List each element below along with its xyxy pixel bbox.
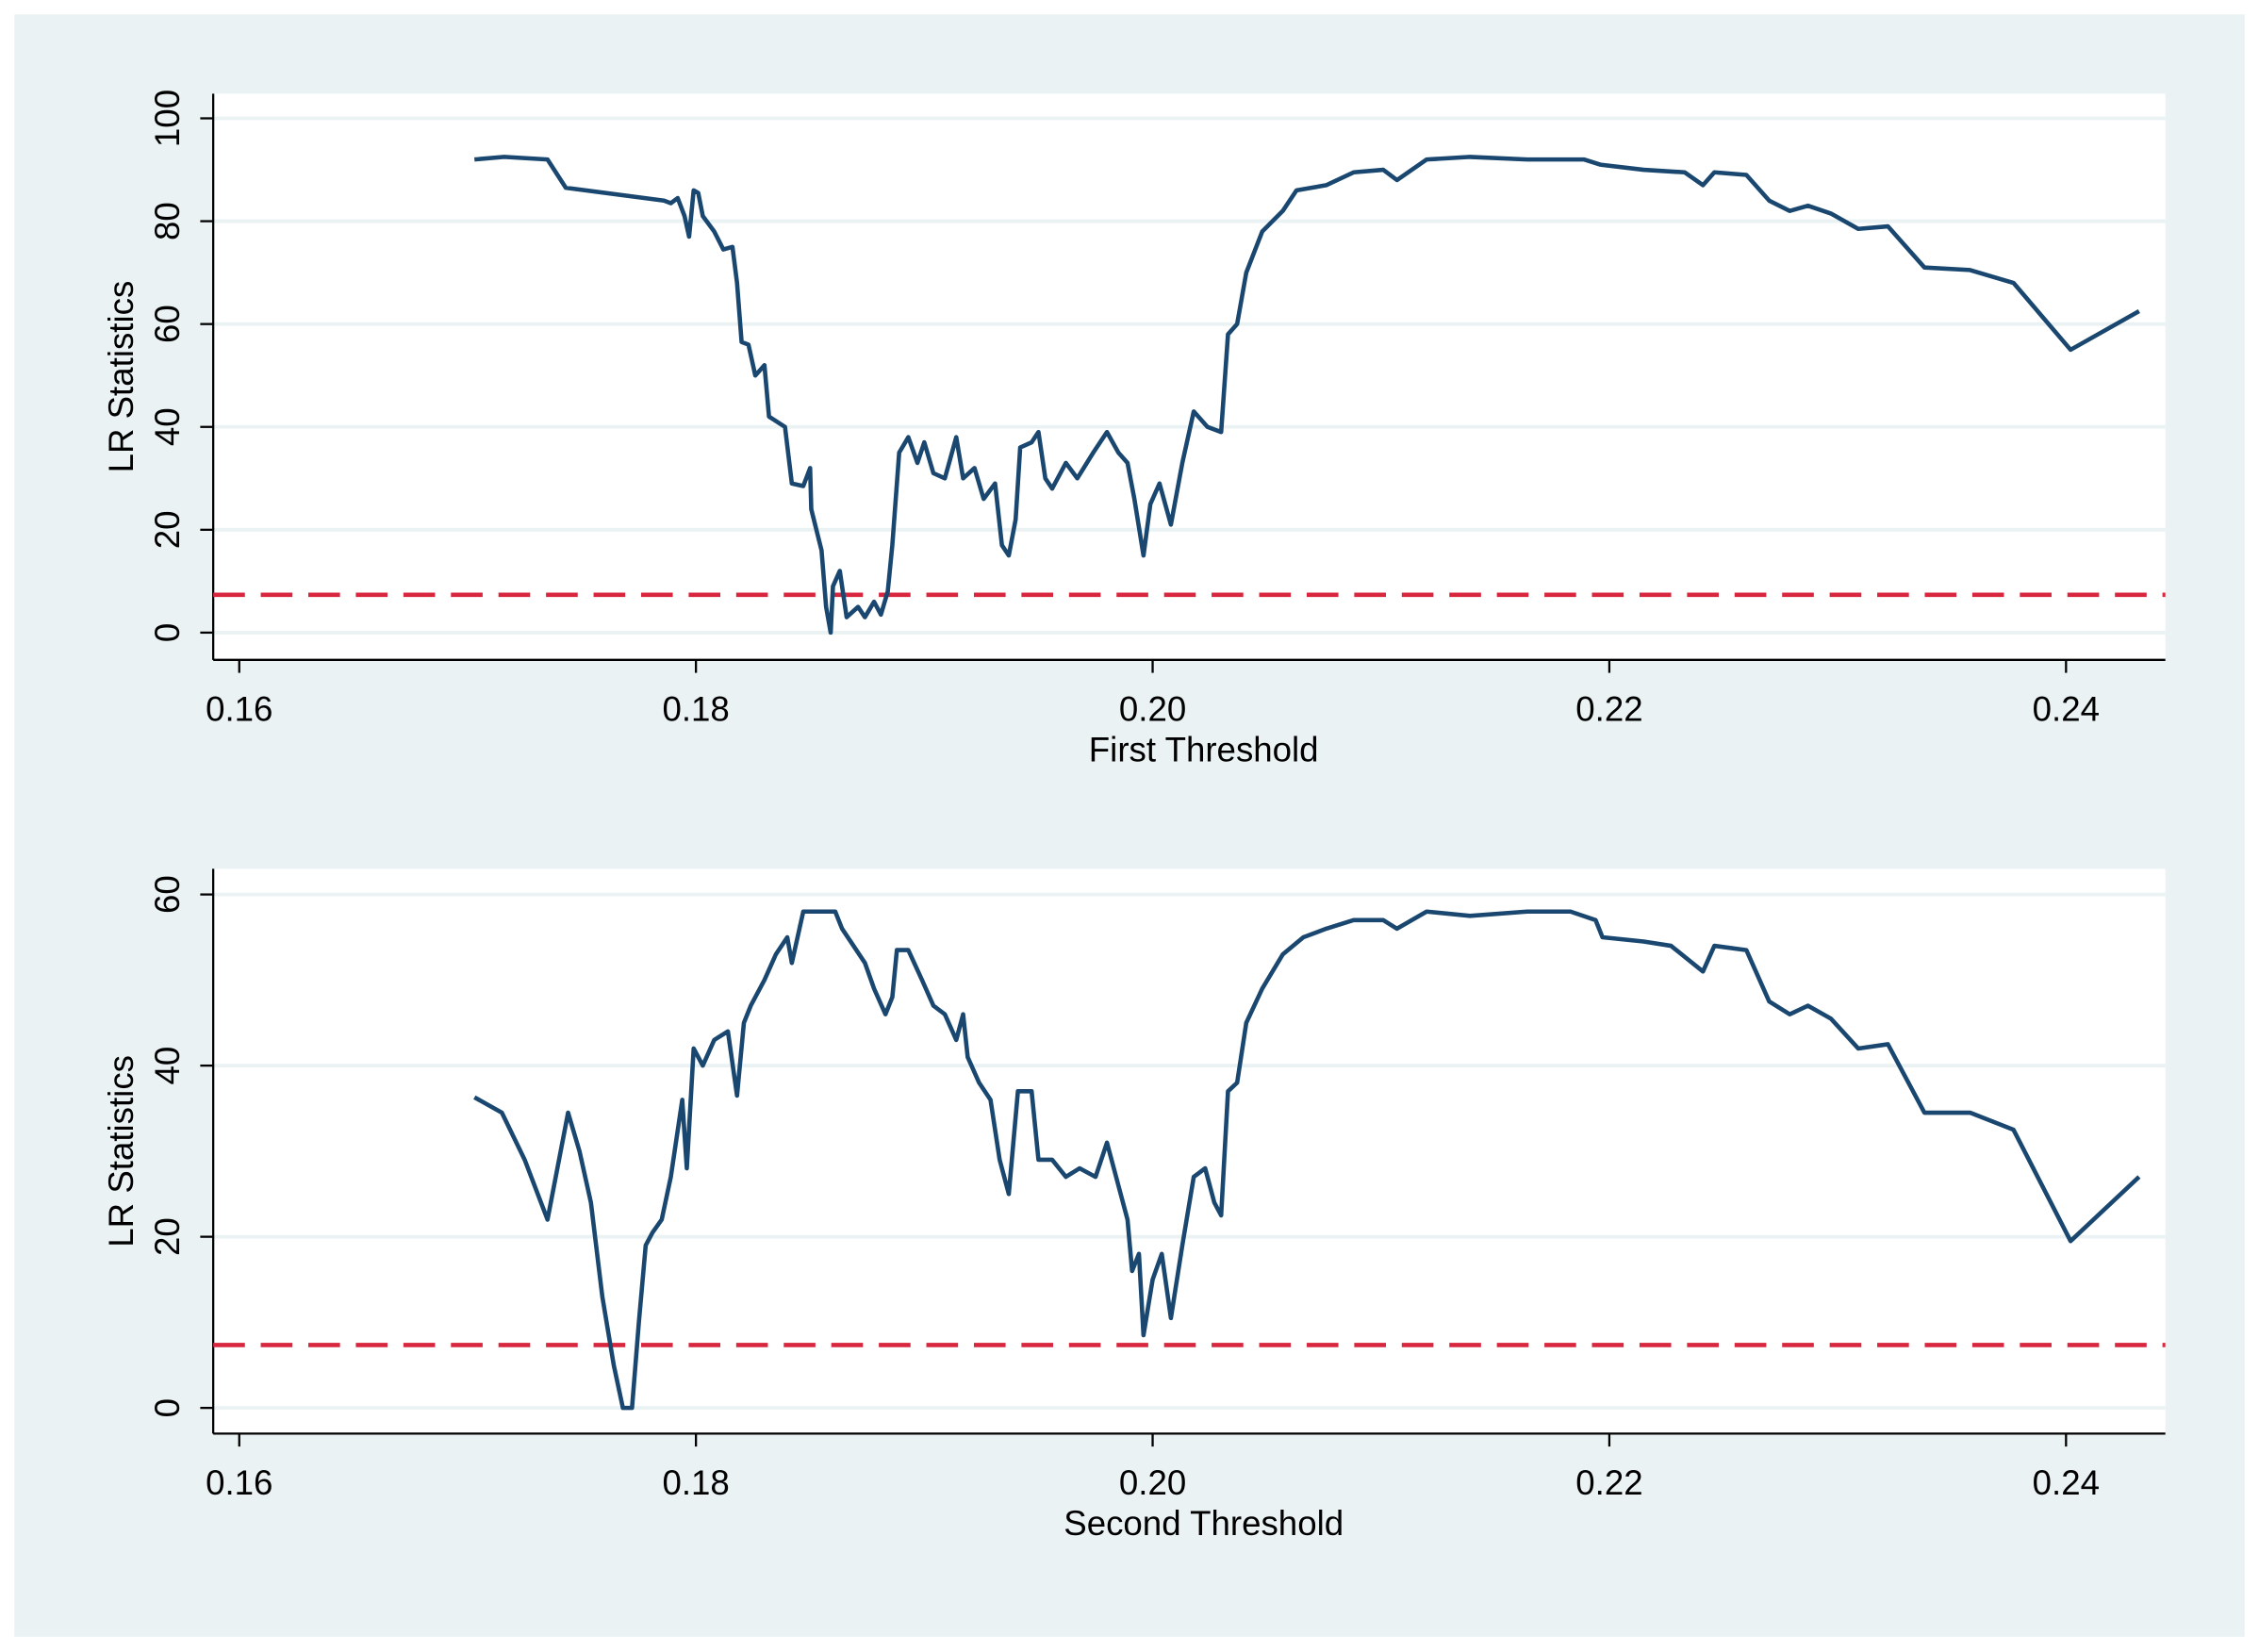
x-tick-label: 0.22 — [1575, 690, 1642, 729]
data-line — [473, 909, 2141, 1411]
x-tick-label: 0.24 — [2033, 1463, 2100, 1502]
y-tick-label: 40 — [148, 1047, 187, 1085]
data-line — [474, 155, 2140, 636]
x-tick-label: 0.16 — [206, 690, 272, 729]
x-tick-label: 0.20 — [1119, 1463, 1186, 1502]
y-tick-label: 20 — [148, 510, 187, 549]
x-axis-title: Second Threshold — [1064, 1504, 1344, 1543]
y-tick-label: 60 — [148, 305, 187, 343]
y-tick-label: 20 — [148, 1217, 187, 1256]
plot-area — [213, 93, 2166, 660]
x-axis-title: First Threshold — [1089, 730, 1319, 768]
plot-area — [213, 868, 2166, 1434]
y-axis-title: LR Statistics — [102, 281, 140, 473]
x-tick-label: 0.18 — [662, 690, 729, 729]
x-tick-label: 0.24 — [2033, 690, 2100, 729]
y-tick-label: 40 — [148, 407, 187, 446]
y-tick-label: 0 — [148, 1398, 187, 1417]
y-tick-label: 100 — [148, 90, 187, 147]
x-tick-label: 0.20 — [1119, 690, 1186, 729]
y-axis-title: LR Statistics — [102, 1055, 140, 1247]
x-tick-label: 0.18 — [662, 1463, 729, 1502]
y-tick-label: 80 — [148, 202, 187, 240]
y-tick-label: 60 — [148, 875, 187, 914]
x-tick-label: 0.22 — [1575, 1463, 1642, 1502]
y-tick-label: 0 — [148, 623, 187, 642]
x-tick-label: 0.16 — [206, 1463, 272, 1502]
